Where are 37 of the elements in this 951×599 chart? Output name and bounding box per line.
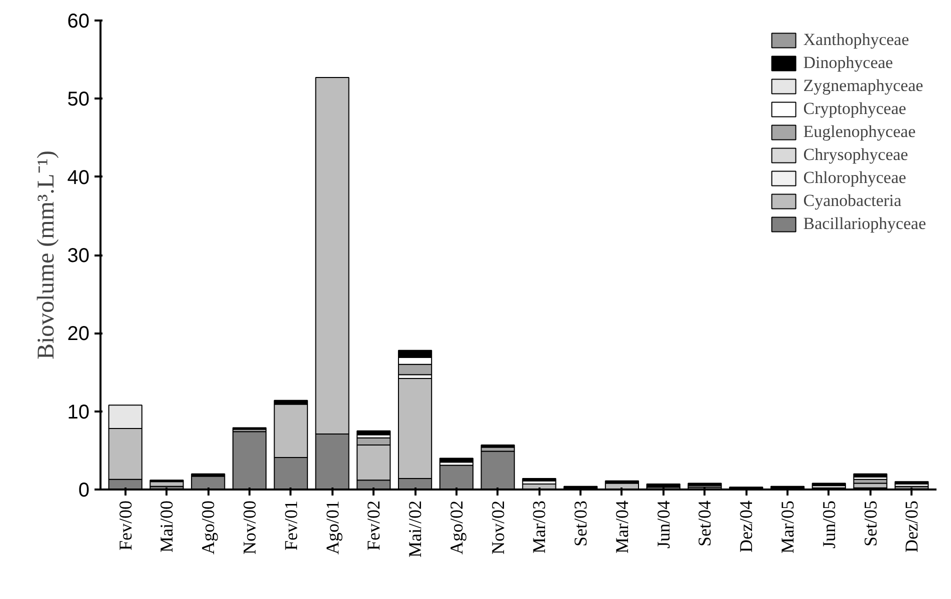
x-tick-label: Dez/05 <box>902 500 922 552</box>
legend-label: Xanthophyceae <box>803 30 910 50</box>
x-tick-label: Mar/04 <box>612 500 632 554</box>
legend-label: Cyanobacteria <box>803 191 902 211</box>
x-tick-label: Jun/04 <box>653 500 674 549</box>
y-tick-label: 60 <box>67 10 90 32</box>
x-tick-label: Set/05 <box>860 500 880 546</box>
x-tick-label: Jun/05 <box>818 500 839 549</box>
y-axis-title: Biovolume (mm³.L⁻¹) <box>33 150 60 360</box>
y-tick-label: 40 <box>67 166 90 189</box>
legend-label: Euglenophyceae <box>803 122 916 142</box>
legend-label: Cryptophyceae <box>803 99 906 119</box>
y-tick-label: 20 <box>67 323 90 346</box>
legend-label: Chlorophyceae <box>803 168 906 188</box>
x-tick-label: Set/04 <box>694 500 715 546</box>
legend-label: Zygnemaphyceae <box>803 76 924 96</box>
y-tick-label: 10 <box>67 401 90 424</box>
x-tick-label: Set/03 <box>570 500 591 546</box>
legend-label: Chrysophyceae <box>803 145 908 165</box>
x-tick-label: Nov/02 <box>488 500 508 554</box>
x-tick-label: Mar/03 <box>529 500 550 554</box>
x-tick-label: Ago/00 <box>198 500 218 554</box>
x-tick-label: Mar/05 <box>778 500 798 554</box>
legend-label: Dinophyceae <box>803 53 893 73</box>
x-tick-label: Fev/00 <box>115 500 136 550</box>
legend-label: Bacillariophyceae <box>803 214 926 234</box>
y-tick-label: 30 <box>67 245 90 267</box>
x-tick-label: Mai//02 <box>405 500 426 558</box>
x-tick-label: Mai/00 <box>156 500 177 552</box>
x-tick-label: Dez/04 <box>736 500 756 552</box>
x-tick-label: Ago/01 <box>322 500 342 554</box>
y-tick-label: 50 <box>67 88 90 111</box>
x-tick-label: Ago/02 <box>446 500 466 554</box>
x-tick-label: Nov/00 <box>239 500 260 554</box>
y-tick-label: 0 <box>78 480 90 502</box>
x-tick-label: Fev/02 <box>364 500 384 550</box>
x-tick-label: Fev/01 <box>280 500 301 550</box>
